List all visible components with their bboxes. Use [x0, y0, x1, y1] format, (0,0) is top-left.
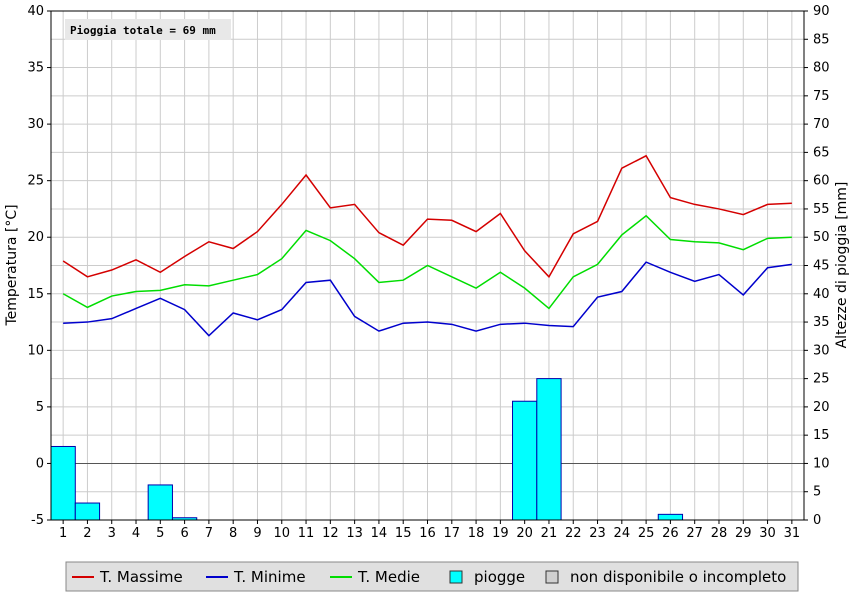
y-right-tick-label: 25 [813, 372, 830, 387]
legend-swatch-non-disponibile-o-incompleto [545, 570, 559, 584]
y-right-tick-label: 30 [813, 343, 830, 358]
x-tick-label: 21 [541, 526, 558, 541]
x-tick-label: 14 [371, 526, 388, 541]
y-right-tick-label: 85 [813, 32, 830, 47]
y-right-tick-label: 15 [813, 428, 830, 443]
x-tick-label: 7 [205, 526, 213, 541]
axes: -505101520253035400510152025303540455055… [27, 4, 829, 541]
y-left-tick-label: 15 [27, 287, 44, 302]
y-left-tick-label: 35 [27, 61, 44, 76]
x-tick-label: 26 [662, 526, 679, 541]
x-tick-label: 24 [614, 526, 631, 541]
x-tick-label: 20 [516, 526, 533, 541]
series-line-t-medie [62, 214, 792, 310]
x-tick-label: 6 [180, 526, 188, 541]
y-axis-right-title: Altezze di pioggia [mm] [834, 182, 850, 349]
y-axis-left-title: Temperatura [°C] [4, 204, 20, 326]
legend-box [65, 561, 799, 592]
y-right-tick-label: 35 [813, 315, 830, 330]
x-tick-label: 22 [565, 526, 582, 541]
y-right-tick-label: 90 [813, 4, 830, 19]
series-line-t-minime [63, 261, 792, 337]
y-left-tick-label: 20 [27, 230, 44, 245]
y-left-tick-label: 5 [36, 400, 44, 415]
x-tick-label: 4 [132, 526, 140, 541]
y-right-tick-label: 75 [813, 89, 830, 104]
rain-bar-day-20 [512, 400, 538, 521]
x-tick-label: 23 [589, 526, 606, 541]
x-tick-label: 5 [156, 526, 164, 541]
y-left-tick-label: 40 [27, 4, 44, 19]
annotation-box [65, 19, 231, 40]
y-right-tick-label: 45 [813, 259, 830, 274]
x-tick-label: 3 [108, 526, 116, 541]
rain-bar-day-26 [657, 513, 684, 521]
legend-label-non-disponibile-o-incompleto: non disponibile o incompleto [570, 568, 786, 586]
y-left-tick-label: 10 [27, 343, 44, 358]
legend-label-piogge: piogge [474, 568, 525, 586]
x-tick-label: 28 [711, 526, 728, 541]
x-tick-label: 11 [298, 526, 315, 541]
y-left-tick-label: 25 [27, 174, 44, 189]
y-right-tick-label: 5 [813, 485, 821, 500]
total-rain-annotation: Pioggia totale = 69 mm [65, 19, 231, 40]
x-tick-label: 31 [784, 526, 801, 541]
y-right-tick-label: 20 [813, 400, 830, 415]
rain-bar-day-1 [50, 445, 76, 521]
x-tick-label: 27 [686, 526, 703, 541]
x-tick-label: 8 [229, 526, 237, 541]
x-tick-label: 15 [395, 526, 412, 541]
y-left-tick-label: -5 [31, 513, 44, 528]
temperature-lines [62, 154, 792, 337]
x-tick-label: 12 [322, 526, 339, 541]
y-left-tick-label: 0 [36, 456, 44, 471]
x-tick-label: 19 [492, 526, 509, 541]
annotation-text: Pioggia totale = 69 mm [70, 24, 216, 37]
y-right-tick-label: 40 [813, 287, 830, 302]
rain-bar-day-21 [536, 378, 562, 521]
y-right-tick-label: 80 [813, 61, 830, 76]
x-tick-label: 16 [419, 526, 436, 541]
y-right-tick-label: 10 [813, 456, 830, 471]
rain-bar-day-5 [147, 484, 173, 521]
y-left-tick-label: 30 [27, 117, 44, 132]
x-tick-label: 17 [444, 526, 461, 541]
legend: T. Massime T. Minime T. Medie piogge non dis… [65, 561, 799, 592]
y-right-tick-label: 55 [813, 202, 830, 217]
x-tick-label: 1 [59, 526, 67, 541]
x-tick-label: 13 [346, 526, 363, 541]
rain-bar-day-2 [74, 502, 101, 521]
y-right-tick-label: 70 [813, 117, 830, 132]
x-tick-label: 30 [759, 526, 776, 541]
legend-label-t-medie: T. Medie [357, 568, 420, 586]
x-tick-label: 29 [735, 526, 752, 541]
x-tick-label: 2 [83, 526, 91, 541]
x-tick-label: 18 [468, 526, 485, 541]
x-tick-label: 25 [638, 526, 655, 541]
legend-label-t-massime: T. Massime [99, 568, 183, 586]
series-line-t-massime [62, 154, 792, 279]
y-right-tick-label: 0 [813, 513, 821, 528]
x-tick-label: 9 [253, 526, 261, 541]
legend-label-t-minime: T. Minime [233, 568, 306, 586]
x-tick-label: 10 [273, 526, 290, 541]
y-right-tick-label: 65 [813, 145, 830, 160]
legend-swatch-piogge [449, 570, 463, 584]
y-right-tick-label: 50 [813, 230, 830, 245]
y-right-tick-label: 60 [813, 174, 830, 189]
